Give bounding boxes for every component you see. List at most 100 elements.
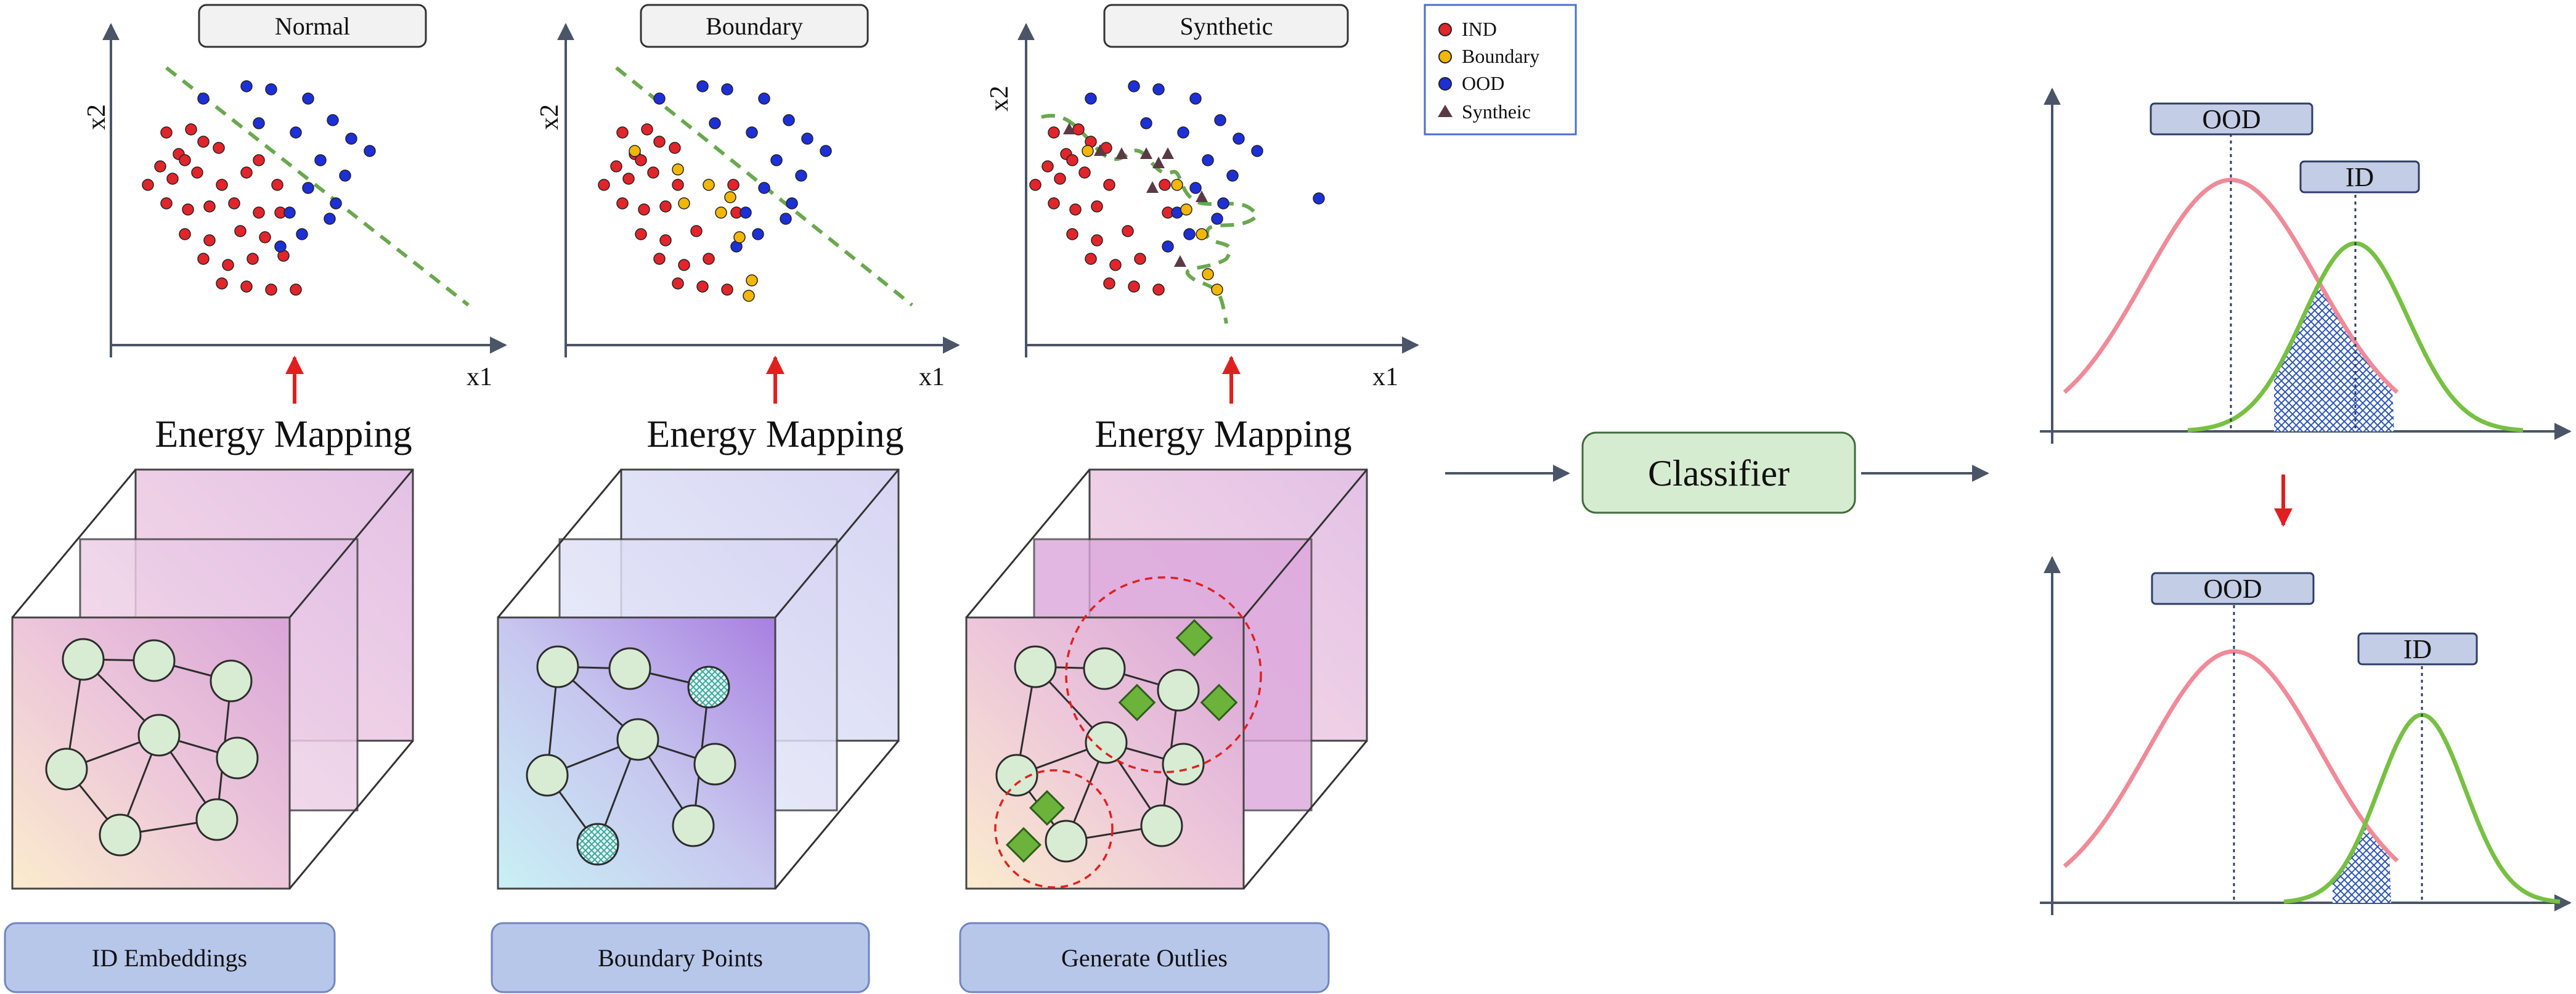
decision-boundary <box>1041 113 1260 324</box>
legend: IND Boundary OOD Syntheic <box>1424 4 1577 136</box>
ind-point <box>234 225 247 237</box>
graph-node <box>995 754 1038 797</box>
ood-point <box>1177 126 1189 139</box>
ood-point <box>820 145 832 157</box>
ood-label-box <box>2151 572 2315 605</box>
panel-boundary: Boundary x1 x2 Energy Mapping <box>491 4 960 993</box>
graph-network <box>526 645 736 866</box>
synthetic-diamond <box>1006 827 1041 863</box>
ind-point <box>191 166 203 179</box>
synthetic-point <box>1152 157 1165 168</box>
ind-point <box>1159 179 1171 191</box>
footer-label: Boundary Points <box>598 944 763 972</box>
ood-point <box>1183 228 1196 240</box>
ind-point <box>1078 166 1091 179</box>
ind-point <box>1091 234 1103 246</box>
ood-point <box>1211 213 1223 225</box>
synthetic-diamond <box>1029 790 1065 826</box>
ind-point <box>659 234 672 246</box>
boundary-point <box>733 231 746 243</box>
ood-point <box>1189 182 1202 194</box>
ind-point <box>247 253 259 265</box>
footer-box <box>959 922 1330 993</box>
footer-box <box>4 922 336 993</box>
boundary-point <box>1202 268 1214 280</box>
panel-header: Synthetic <box>1180 12 1273 40</box>
synthetic-point <box>1174 255 1186 267</box>
boundary-point <box>678 197 690 210</box>
ood-point <box>770 154 783 166</box>
decision-boundary <box>165 66 470 307</box>
id-label: ID <box>2346 162 2374 192</box>
ood-point <box>1313 192 1325 205</box>
overlap-area <box>2274 285 2394 431</box>
ind-point <box>610 160 622 173</box>
boundary-point <box>724 191 736 203</box>
ind-point <box>1103 179 1115 191</box>
ind-point <box>253 154 265 166</box>
scatter-points <box>598 80 832 302</box>
ood-point <box>1233 132 1245 145</box>
panel-synthetic: Synthetic x1 x2 Energy Mapping <box>959 4 1419 993</box>
graph-network <box>995 645 1205 863</box>
ood-point <box>801 132 813 145</box>
ind-point <box>616 197 629 210</box>
y-axis-label: x2 <box>83 104 111 130</box>
ood-point <box>746 126 758 139</box>
boundary-point <box>703 179 715 191</box>
x-axis-label: x1 <box>1372 363 1398 391</box>
legend-ood-marker <box>1438 77 1452 91</box>
ind-point <box>690 225 703 237</box>
graph-node <box>1045 820 1088 863</box>
ind-point <box>1048 197 1060 210</box>
distribution-top: OOD ID <box>2040 88 2572 444</box>
ind-point <box>213 142 225 154</box>
ood-point <box>1189 92 1202 105</box>
ood-point <box>240 80 253 92</box>
ind-point <box>142 179 154 191</box>
classifier-box <box>1581 431 1856 514</box>
synthetic-point <box>1063 123 1075 134</box>
ood-point <box>197 92 210 105</box>
ood-point <box>783 114 795 126</box>
boundary-point <box>1196 228 1208 240</box>
ind-point <box>1029 179 1041 191</box>
synthetic-diamond <box>1175 619 1213 657</box>
ood-point <box>1140 117 1152 129</box>
id-label-box <box>2299 160 2420 194</box>
ind-point <box>653 136 666 148</box>
panel-header-box <box>198 4 427 48</box>
ind-point <box>721 283 733 296</box>
id-label: ID <box>2403 634 2432 664</box>
ind-point <box>1122 225 1134 237</box>
graph-node <box>132 639 176 682</box>
graph-node <box>45 748 88 791</box>
ood-point <box>758 182 770 194</box>
ood-point <box>324 213 336 225</box>
ind-point <box>253 206 265 219</box>
graph-node <box>526 754 569 797</box>
ood-curve <box>2063 177 2399 394</box>
ind-point <box>1066 228 1078 240</box>
boundary-point <box>1180 203 1192 216</box>
ood-point <box>786 197 798 210</box>
ind-point <box>1103 277 1115 290</box>
ood-point <box>339 169 351 182</box>
ood-point <box>274 240 287 253</box>
ind-point <box>678 259 690 271</box>
ind-point <box>160 197 173 210</box>
y-axis-label: x2 <box>985 86 1014 112</box>
boundary-point <box>746 274 758 287</box>
ood-point <box>1214 114 1226 126</box>
ind-point <box>672 179 684 191</box>
ind-point <box>598 179 610 191</box>
synthetic-point <box>1146 181 1159 193</box>
graph-network <box>45 638 259 857</box>
distribution-bottom: OOD ID <box>2040 556 2572 915</box>
boundary-node <box>576 823 619 866</box>
ind-point <box>1041 160 1054 173</box>
graph-node <box>216 736 259 780</box>
graph-node <box>693 743 736 786</box>
ood-point <box>302 182 314 194</box>
